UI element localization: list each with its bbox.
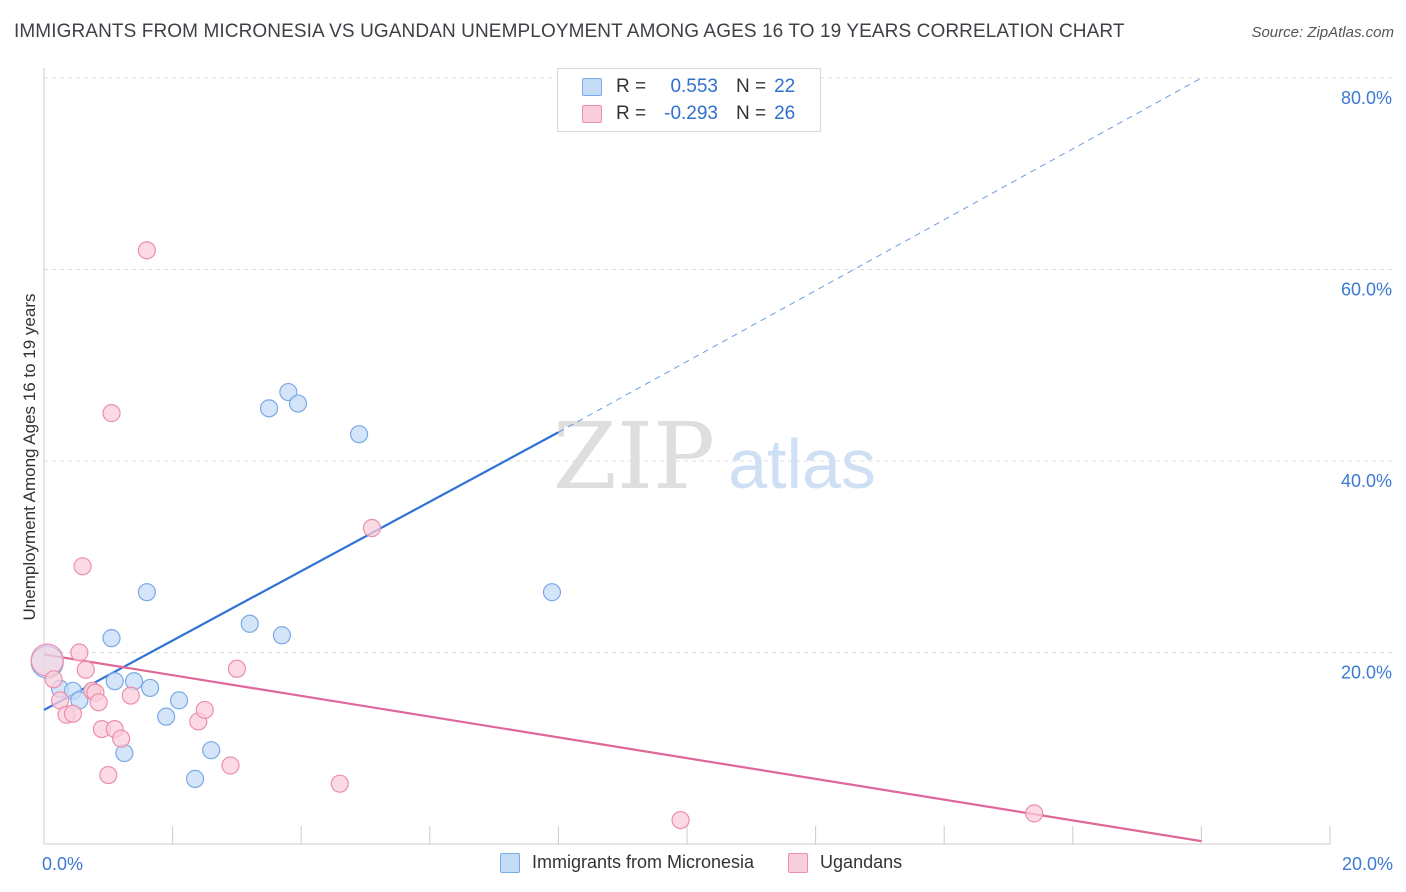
y-tick-label: 40.0% xyxy=(1341,471,1392,491)
r-value: 0.553 xyxy=(670,76,718,97)
n-value: 26 xyxy=(774,103,796,124)
x-tick-label: 20.0% xyxy=(1342,854,1393,874)
ugandans-point xyxy=(362,518,382,538)
pink-swatch xyxy=(582,105,602,123)
ugandans-point xyxy=(227,659,246,678)
data-points xyxy=(30,241,1044,830)
ugandans-point xyxy=(112,729,131,748)
legend-item-micronesia: Immigrants from Micronesia xyxy=(500,852,754,873)
ugandans-trend-line xyxy=(43,653,1202,843)
micronesia-point xyxy=(240,614,259,633)
legend-row-micronesia: R = 0.553 N = 22 xyxy=(582,75,795,99)
micronesia-point xyxy=(186,769,205,788)
ugandans-point xyxy=(330,774,349,793)
ugandans-point xyxy=(30,643,64,677)
micronesia-trend-extension xyxy=(558,77,1202,433)
pink-swatch xyxy=(788,852,809,873)
micronesia-point xyxy=(102,629,121,648)
r-value: -0.293 xyxy=(664,103,718,124)
y-tick-label: 60.0% xyxy=(1341,280,1392,300)
n-label: N = xyxy=(736,76,767,97)
ugandans-point xyxy=(44,670,63,689)
ugandans-point xyxy=(102,404,121,423)
y-tick-label: 20.0% xyxy=(1341,663,1392,683)
watermark-zip: ZIP xyxy=(553,403,715,510)
gridlines xyxy=(44,77,1392,653)
micronesia-point xyxy=(202,741,221,760)
axes xyxy=(43,68,1331,845)
micronesia-point xyxy=(272,626,292,645)
micronesia-point xyxy=(140,678,160,698)
micronesia-point xyxy=(105,672,124,691)
ugandans-point xyxy=(73,557,92,576)
micronesia-point xyxy=(288,394,308,413)
micronesia-point xyxy=(169,691,189,710)
y-axis-label: Unemployment Among Ages 16 to 19 years xyxy=(20,293,39,621)
ugandans-point xyxy=(76,660,95,679)
ugandans-point xyxy=(671,810,690,830)
micronesia-point xyxy=(137,583,156,602)
r-label: R = xyxy=(616,76,647,97)
legend-label-ugandans: Ugandans xyxy=(820,852,903,872)
ugandans-point xyxy=(1025,804,1044,823)
ugandans-point xyxy=(70,643,89,662)
ugandans-point xyxy=(89,693,108,712)
ugandans-point xyxy=(63,704,83,723)
micronesia-point xyxy=(542,583,562,602)
chart-title: IMMIGRANTS FROM MICRONESIA VS UGANDAN UN… xyxy=(14,21,1125,42)
ugandans-point xyxy=(121,686,140,705)
ugandans-point xyxy=(195,700,214,720)
micronesia-point xyxy=(349,425,369,444)
micronesia-point xyxy=(157,707,176,726)
legend-label-micronesia: Immigrants from Micronesia xyxy=(532,852,755,872)
ugandans-point xyxy=(99,765,118,785)
micronesia-point xyxy=(259,399,279,418)
watermark: ZIP atlas xyxy=(553,403,876,510)
r-label: R = xyxy=(616,103,647,124)
n-value: 22 xyxy=(774,76,796,97)
source-label: Source: ZipAtlas.com xyxy=(1251,24,1394,41)
n-label: N = xyxy=(736,103,767,124)
trend-lines xyxy=(43,77,1202,843)
micronesia-trend-line xyxy=(43,431,559,711)
blue-swatch xyxy=(582,78,602,96)
watermark-atlas: atlas xyxy=(728,425,876,503)
legend-item-ugandans: Ugandans xyxy=(788,852,902,873)
blue-swatch xyxy=(500,852,520,873)
y-tick-label: 80.0% xyxy=(1341,88,1392,108)
tick-labels: 20.0% 40.0% 60.0% 80.0% 0.0% 20.0% xyxy=(42,88,1393,874)
x-tick-label: 0.0% xyxy=(42,854,83,874)
legend-row-ugandans: R = -0.293 N = 26 xyxy=(582,102,795,126)
ugandans-point xyxy=(137,241,156,260)
series-legend: Immigrants from Micronesia Ugandans xyxy=(500,852,936,873)
ugandans-point xyxy=(221,756,240,775)
correlation-legend: R = 0.553 N = 22 R = -0.293 N = 26 xyxy=(557,68,821,132)
